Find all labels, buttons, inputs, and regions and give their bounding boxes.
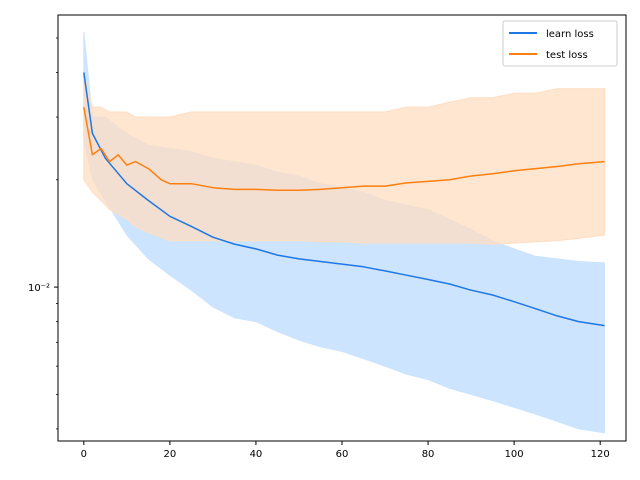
line-learn-loss [83, 72, 605, 327]
x-tick-label: 40 [250, 449, 263, 460]
legend-label-test-loss: test loss [546, 50, 588, 61]
x-tick-label: 100 [505, 449, 524, 460]
series-lines [83, 72, 605, 327]
x-tick-label: 120 [591, 449, 610, 460]
legend-label-learn-loss: learn loss [546, 29, 594, 40]
legend: learn loss test loss [502, 20, 618, 67]
y-axis-ticks: 10⁻² [28, 37, 58, 430]
y-tick-label: 10⁻² [28, 283, 50, 294]
x-tick-label: 80 [422, 449, 435, 460]
confidence-bands [83, 31, 605, 434]
x-tick-label: 0 [81, 449, 87, 460]
x-tick-label: 60 [336, 449, 349, 460]
x-axis-ticks: 0 20 40 60 80 100 120 [81, 441, 610, 460]
x-tick-label: 20 [164, 449, 177, 460]
band-test-loss [83, 72, 605, 245]
line-test-loss [83, 106, 605, 191]
